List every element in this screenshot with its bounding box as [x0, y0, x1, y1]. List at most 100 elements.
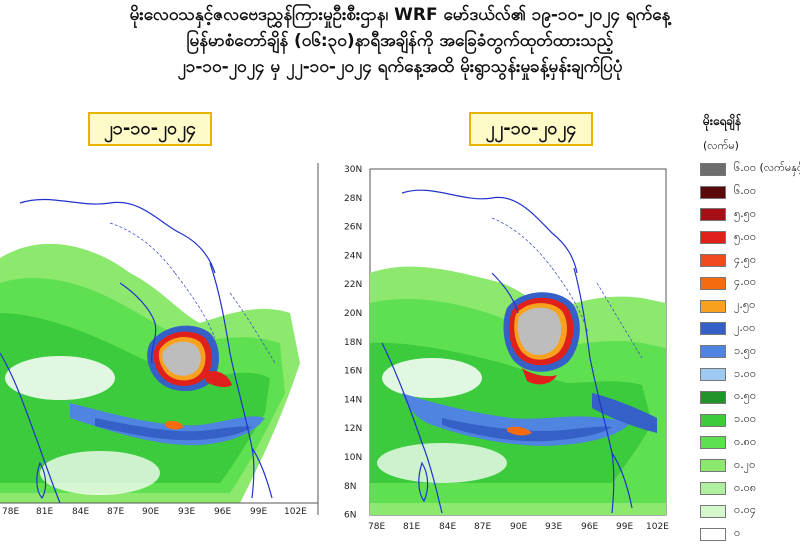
legend-title: မိုးရေချိန်	[703, 114, 742, 128]
legend-label: ၀.၂၀	[734, 457, 756, 471]
rainfall-map-left: 78E 81E 84E 87E 90E 93E 96E 99E 102E	[0, 163, 320, 515]
legend-item: ၅.၀၀	[700, 226, 800, 249]
legend-item: ၀.၅၀	[700, 386, 800, 409]
borders-left	[109, 222, 276, 364]
lon-tick-right-3: 87E	[474, 522, 491, 532]
lat-tick-8: 14N	[344, 395, 362, 405]
legend-item: ၀.၀၈	[700, 477, 800, 500]
title-line-3: ၂၁-၁၀-၂၀၂၄ မှ ၂၂-၁၀-၂၀၂၄ ရက်နေ့အထိ မိုးရ…	[177, 57, 623, 77]
legend-item: ၀	[700, 523, 800, 546]
legend-label: ၂.၀၀	[734, 320, 756, 334]
legend-label: ၆.၀၀	[734, 184, 757, 198]
lon-tick-left-0: 78E	[2, 507, 19, 515]
legend-label: ၄.၅၀	[734, 252, 757, 266]
legend-swatch	[700, 276, 726, 290]
legend-swatch	[700, 254, 726, 268]
lon-tick-right-6: 96E	[581, 522, 598, 532]
lon-tick-left-8: 102E	[284, 507, 307, 515]
legend-item: ၀.၂၀	[700, 454, 800, 477]
legend-label: ၀.၈၀	[734, 434, 757, 448]
coastline-right	[381, 189, 633, 514]
lon-tick-right-1: 81E	[403, 522, 420, 532]
legend-swatch	[700, 482, 726, 496]
lon-tick-left-5: 93E	[178, 507, 195, 515]
lon-tick-right-0: 78E	[368, 522, 385, 532]
lon-tick-right-8: 102E	[646, 522, 669, 532]
rain-field-right	[370, 266, 666, 515]
legend-swatch	[700, 390, 726, 404]
legend-swatch	[700, 299, 726, 313]
legend-item: ၆.၀၀	[700, 181, 800, 204]
lon-tick-left-7: 99E	[250, 507, 267, 515]
lon-tick-right-7: 99E	[616, 522, 633, 532]
lat-tick-11: 8N	[344, 482, 356, 492]
legend-swatch	[700, 413, 726, 427]
rainfall-legend: ၆.၀၀ (လက်မနှင့်အထက်) ၆.၀၀၅.၅၀၅.၀၀၄.၅၀၄.၀၀…	[700, 158, 800, 546]
coastline-left	[0, 198, 273, 504]
legend-swatch	[700, 368, 726, 382]
legend-swatch	[700, 527, 726, 541]
legend-label: ၀.၀၄	[734, 503, 757, 517]
legend-item: ၄.၅၀	[700, 249, 800, 272]
legend-item: ၄.၀၀	[700, 272, 800, 295]
legend-swatch	[700, 436, 726, 450]
legend-label: ၁.၀၀	[734, 412, 757, 426]
borders-right	[491, 217, 643, 359]
lat-tick-10: 10N	[344, 453, 362, 463]
lat-tick-7: 16N	[344, 367, 362, 377]
lat-tick-1: 28N	[344, 194, 362, 204]
title-line-1: မိုးလေဝသနှင့်ဇလဗေဒညွှန်ကြားမှုဦးစီးဌာန၊ …	[129, 5, 671, 25]
lat-tick-9: 12N	[344, 424, 362, 434]
legend-item: ၂.၀၀	[700, 318, 800, 341]
lon-tick-right-2: 84E	[439, 522, 456, 532]
legend-item: ၀.၈၀	[700, 432, 800, 455]
legend-item: ၆.၀၀ (လက်မနှင့်အထက်)	[700, 158, 800, 181]
legend-swatch	[700, 208, 726, 222]
legend-label: ၅.၀၀	[734, 229, 757, 243]
lon-tick-right-5: 93E	[545, 522, 562, 532]
lat-tick-12: 6N	[344, 511, 356, 521]
legend-item: ၀.၀၄	[700, 500, 800, 523]
rainfall-map-right: 30N 28N 26N 24N 22N 20N 18N 16N 14N 12N …	[344, 165, 669, 532]
legend-label: ၀.၀၈	[734, 480, 757, 494]
legend-label: ၄.၀၀	[734, 275, 757, 289]
legend-swatch	[700, 162, 726, 176]
map-left-date: ၂၁-၁၀-၂၀၂၄	[88, 112, 212, 146]
legend-swatch	[700, 345, 726, 359]
lon-tick-right-4: 90E	[510, 522, 527, 532]
lat-tick-5: 20N	[344, 309, 362, 319]
legend-swatch	[700, 185, 726, 199]
lon-axis-left: 78E 81E 84E 87E 90E 93E 96E 99E 102E	[2, 507, 307, 515]
legend-label: ၆.၀၀ (လက်မနှင့်အထက်)	[734, 161, 800, 175]
lon-tick-left-4: 90E	[142, 507, 159, 515]
legend-swatch	[700, 231, 726, 245]
legend-item: ၅.၅၀	[700, 204, 800, 227]
map-right-date: ၂၂-၁၀-၂၀၂၄	[469, 112, 593, 146]
lat-axis-right: 30N 28N 26N 24N 22N 20N 18N 16N 14N 12N …	[344, 165, 362, 521]
legend-label: ၁.၀၀	[734, 366, 757, 380]
legend-label: ၂.၅၀	[734, 298, 756, 312]
lat-tick-4: 22N	[344, 280, 362, 290]
legend-item: ၁.၀၀	[700, 363, 800, 386]
legend-unit: (လက်မ)	[703, 139, 739, 152]
legend-label: ၀	[734, 526, 741, 540]
legend-label: ၁.၅၀	[734, 343, 757, 357]
legend-item: ၁.၀၀	[700, 409, 800, 432]
legend-swatch	[700, 322, 726, 336]
lat-tick-2: 26N	[344, 223, 362, 233]
lon-tick-left-1: 81E	[36, 507, 53, 515]
lon-tick-left-2: 84E	[72, 507, 89, 515]
lat-tick-6: 18N	[344, 338, 362, 348]
page-title: မိုးလေဝသနှင့်ဇလဗေဒညွှန်ကြားမှုဦးစီးဌာန၊ …	[0, 2, 800, 80]
legend-item: ၂.၅၀	[700, 295, 800, 318]
legend-swatch	[700, 504, 726, 518]
lon-axis-right: 78E 81E 84E 87E 90E 93E 96E 99E 102E	[368, 522, 669, 532]
lat-tick-3: 24N	[344, 251, 362, 261]
lon-tick-left-6: 96E	[214, 507, 231, 515]
legend-label: ၀.၅၀	[734, 389, 757, 403]
legend-label: ၅.၅၀	[734, 206, 757, 220]
legend-item: ၁.၅၀	[700, 340, 800, 363]
lon-tick-left-3: 87E	[107, 507, 124, 515]
legend-swatch	[700, 459, 726, 473]
lat-tick-0: 30N	[344, 165, 362, 175]
